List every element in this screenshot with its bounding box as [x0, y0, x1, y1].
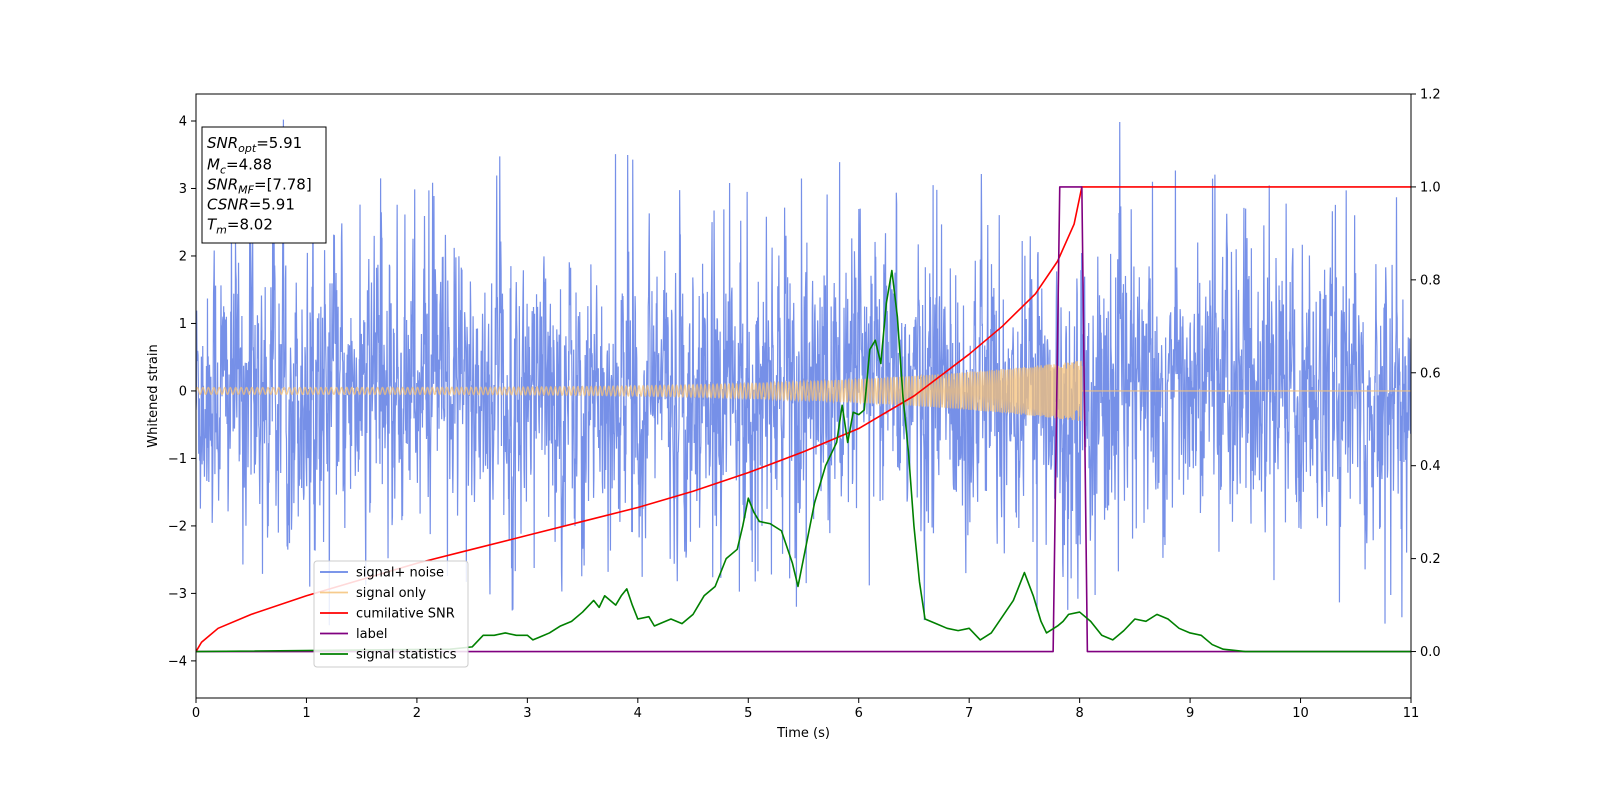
y-left-tick-label: −1	[168, 452, 187, 467]
annotation-line: Tm=8.02	[207, 216, 273, 237]
x-tick-label: 5	[744, 706, 752, 721]
annotation-line: SNRMF=[7.78]	[207, 176, 312, 197]
y-left-tick-label: 1	[179, 317, 187, 332]
y-left-tick-label: 2	[179, 249, 187, 264]
y-axis-label: Whitened strain	[146, 344, 161, 447]
x-axis: 0 1 2 3 4 5 6 7 8 9 10 11	[192, 698, 1419, 721]
signal-noise-line	[196, 119, 1411, 626]
annotation-frame	[201, 126, 327, 244]
annotation-line: SNRopt=5.91	[207, 134, 302, 155]
annotation-line: Mc=4.88	[207, 156, 272, 177]
legend-label: label	[356, 627, 387, 642]
x-tick-label: 1	[302, 706, 310, 721]
signal-only-series	[196, 360, 1411, 422]
y-left-tick-label: −2	[168, 519, 187, 534]
x-tick-label: 4	[634, 706, 642, 721]
y-axis-right: 0.0 0.2 0.4 0.6 0.8 1.0 1.2	[1411, 88, 1441, 660]
legend-item: cumilative SNR	[320, 607, 455, 622]
y-left-tick-label: 3	[179, 182, 187, 197]
legend-item: signal+ noise	[320, 566, 444, 581]
x-tick-label: 0	[192, 706, 200, 721]
legend-item: label	[320, 627, 387, 642]
y-left-tick-label: −4	[168, 654, 187, 669]
legend: signal+ noise signal only cumilative SNR la…	[313, 560, 469, 668]
y-left-tick-label: 0	[179, 384, 187, 399]
y-left-tick-label: −3	[168, 587, 187, 602]
plot-frame	[195, 93, 1412, 699]
y-right-tick-label: 0.4	[1420, 459, 1441, 474]
x-tick-label: 10	[1292, 706, 1309, 721]
x-tick-label: 3	[523, 706, 531, 721]
x-tick-label: 2	[413, 706, 421, 721]
legend-label: signal only	[356, 586, 426, 601]
plot-area	[196, 119, 1411, 653]
legend-label: signal+ noise	[356, 566, 444, 581]
y-right-tick-label: 0.2	[1420, 552, 1441, 567]
x-tick-label: 6	[855, 706, 863, 721]
signal-only-line	[196, 360, 1411, 422]
y-right-tick-label: 1.0	[1420, 180, 1441, 195]
y-axis-left: −4 −3 −2 −1 0 1 2 3 4	[168, 114, 196, 669]
signal-noise-series	[196, 119, 1411, 626]
legend-label: signal statistics	[356, 648, 457, 663]
y-right-tick-label: 0.8	[1420, 273, 1441, 288]
legend-item: signal only	[320, 586, 426, 601]
signal-statistics-line	[196, 269, 1411, 653]
x-tick-label: 11	[1403, 706, 1420, 721]
label-line	[196, 186, 1411, 653]
legend-frame	[313, 560, 469, 668]
y-right-tick-label: 0.6	[1420, 366, 1441, 381]
legend-item: signal statistics	[320, 648, 457, 663]
x-tick-label: 7	[965, 706, 973, 721]
annotation-line: CSNR=5.91	[207, 196, 295, 214]
y-left-tick-label: 4	[179, 114, 187, 129]
legend-label: cumilative SNR	[356, 607, 455, 622]
cumilative-snr-line	[196, 186, 1411, 652]
y-right-tick-label: 0.0	[1420, 645, 1441, 660]
x-tick-label: 9	[1186, 706, 1194, 721]
y-right-tick-label: 1.2	[1420, 88, 1441, 103]
x-tick-label: 8	[1075, 706, 1083, 721]
x-axis-label: Time (s)	[776, 726, 830, 741]
right-axis-series	[196, 186, 1411, 653]
